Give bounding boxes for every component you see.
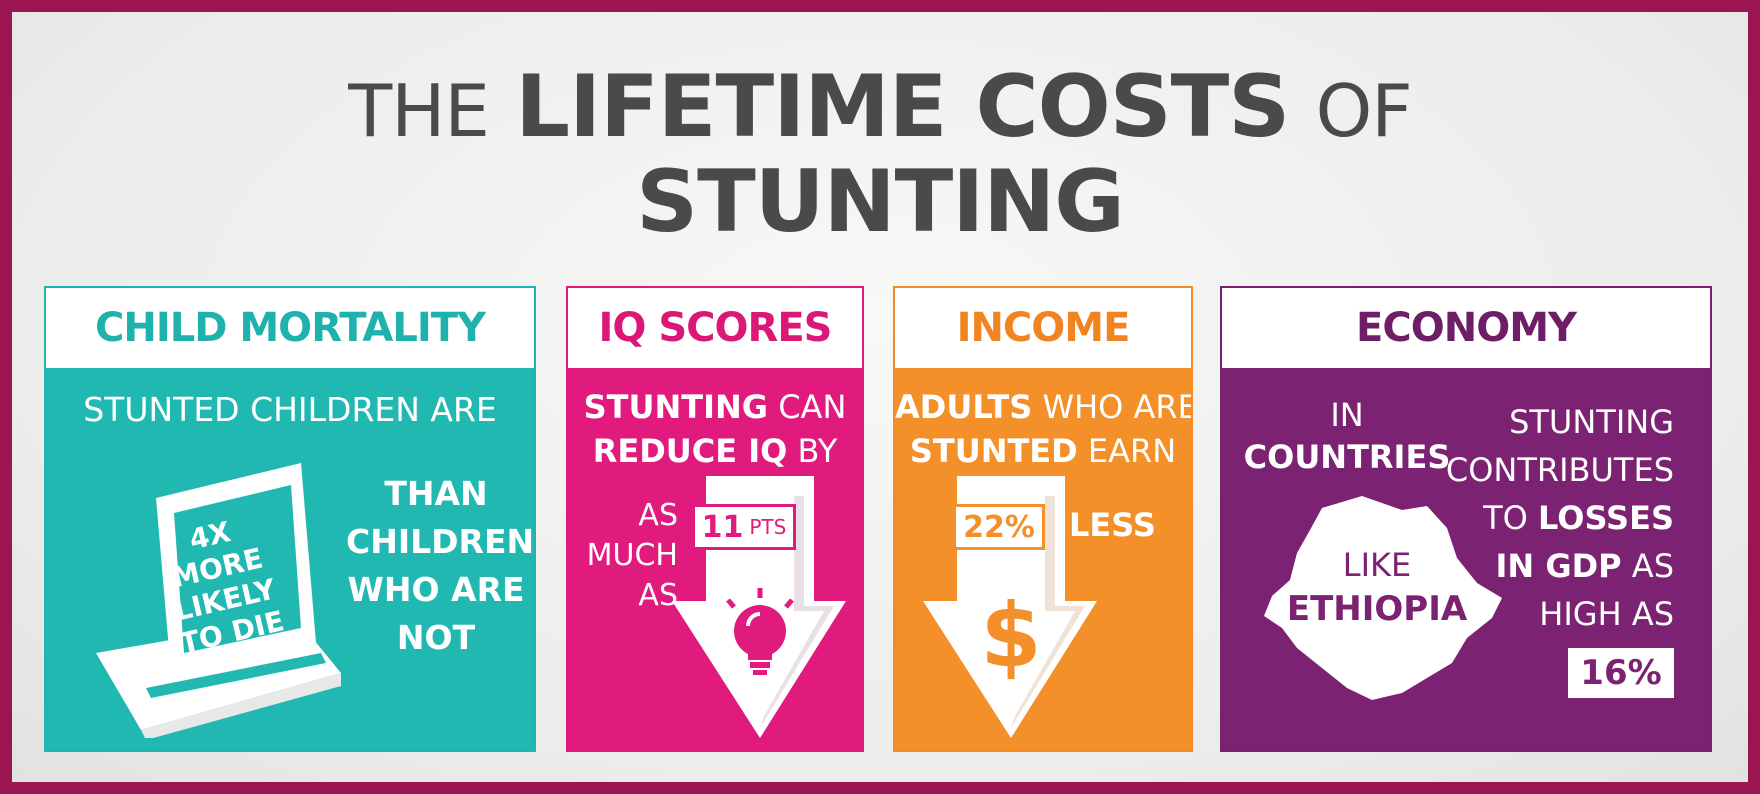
economy-statement: STUNTING CONTRIBUTES TO LOSSES IN GDP AS… xyxy=(1446,398,1674,638)
economy-countries: COUNTRIES xyxy=(1243,438,1451,476)
page-title-line1: THE LIFETIME COSTS OF xyxy=(0,60,1760,158)
income-line-2-thin: EARN xyxy=(1087,432,1177,470)
economy-r4-thin: AS xyxy=(1631,547,1674,585)
panel-body: IN COUNTRIES LIKE ETHIOPIA STUNTING CONT… xyxy=(1222,368,1710,750)
iq-line-2-thin: BY xyxy=(797,432,838,470)
economy-r4: IN GDP AS xyxy=(1446,542,1674,590)
comparison-line-3: WHO ARE xyxy=(347,570,525,609)
economy-r2: CONTRIBUTES xyxy=(1445,451,1674,489)
iq-value: 11 xyxy=(701,509,744,545)
income-line-2-bold: STUNTED xyxy=(909,432,1078,470)
economy-r3-bold: LOSSES xyxy=(1537,499,1674,537)
comparison-line-4: NOT xyxy=(396,618,476,657)
comparison-line-2: CHILDREN xyxy=(346,522,535,561)
panel-body: STUNTING CAN REDUCE IQ BY AS MUCH AS 11 xyxy=(568,368,862,750)
economy-r1: STUNTING xyxy=(1509,403,1674,441)
iq-value-box: 11 PTS xyxy=(692,504,796,550)
title-word-the: THE xyxy=(348,69,490,153)
iq-line-1: STUNTING CAN xyxy=(568,388,862,426)
panel-iq-scores: IQ SCORES STUNTING CAN REDUCE IQ BY AS M… xyxy=(566,286,864,752)
svg-text:$: $ xyxy=(980,584,1041,687)
tombstone-icon xyxy=(96,463,341,738)
title-word-of: OF xyxy=(1315,69,1413,153)
iq-line-1-thin: CAN xyxy=(778,388,847,426)
iq-as-much-as: AS MUCH AS xyxy=(578,496,678,616)
panel-child-mortality: CHILD MORTALITY STUNTED CHILDREN ARE 4x … xyxy=(44,286,536,752)
mortality-comparison: THAN CHILDREN WHO ARE NOT xyxy=(346,470,535,662)
iq-line-2-bold: REDUCE IQ xyxy=(592,432,788,470)
panel-income: INCOME ADULTS WHO ARE STUNTED EARN $ 22%… xyxy=(893,286,1193,752)
income-line-1-bold: ADULTS xyxy=(895,388,1033,426)
iq-line-1-bold: STUNTING xyxy=(583,388,769,426)
comparison-line-1: THAN xyxy=(384,474,488,513)
income-less: LESS xyxy=(1069,506,1156,544)
iq-as-2: AS xyxy=(638,578,678,613)
iq-much: MUCH xyxy=(586,538,678,573)
panel-body: STUNTED CHILDREN ARE 4x MORE LIKELY TO D… xyxy=(46,368,534,750)
income-line-1: ADULTS WHO ARE xyxy=(895,388,1193,426)
panel-heading: IQ SCORES xyxy=(568,288,862,368)
iq-unit: PTS xyxy=(749,515,787,539)
mortality-intro: STUNTED CHILDREN ARE xyxy=(83,390,497,429)
panel-heading: INCOME xyxy=(895,288,1191,368)
ethiopia-map-icon xyxy=(1264,496,1502,700)
title-word-lifetime-costs: LIFETIME COSTS xyxy=(515,57,1290,157)
panel-heading: ECONOMY xyxy=(1222,288,1710,368)
iq-line-2: REDUCE IQ BY xyxy=(568,432,862,470)
panel-economy: ECONOMY IN COUNTRIES LIKE ETHIOPIA STUNT… xyxy=(1220,286,1712,752)
panel-heading: CHILD MORTALITY xyxy=(46,288,534,368)
economy-in: IN xyxy=(1330,396,1364,434)
iq-as-1: AS xyxy=(638,498,678,533)
panel-body: ADULTS WHO ARE STUNTED EARN $ 22% LESS xyxy=(895,368,1191,750)
income-value-box: 22% xyxy=(953,504,1045,550)
economy-r3-thin: TO xyxy=(1483,499,1528,537)
economy-r3: TO LOSSES xyxy=(1446,494,1674,542)
economy-r4-bold: IN GDP xyxy=(1495,547,1622,585)
economy-r5: HIGH AS xyxy=(1539,595,1674,633)
income-line-2: STUNTED EARN xyxy=(895,432,1191,470)
economy-ethiopia: ETHIOPIA xyxy=(1286,589,1468,629)
income-line-1-thin: WHO ARE xyxy=(1042,388,1193,426)
page-title-line2: STUNTING xyxy=(636,152,1125,252)
economy-value-box: 16% xyxy=(1568,648,1674,698)
economy-like: LIKE xyxy=(1342,546,1412,584)
